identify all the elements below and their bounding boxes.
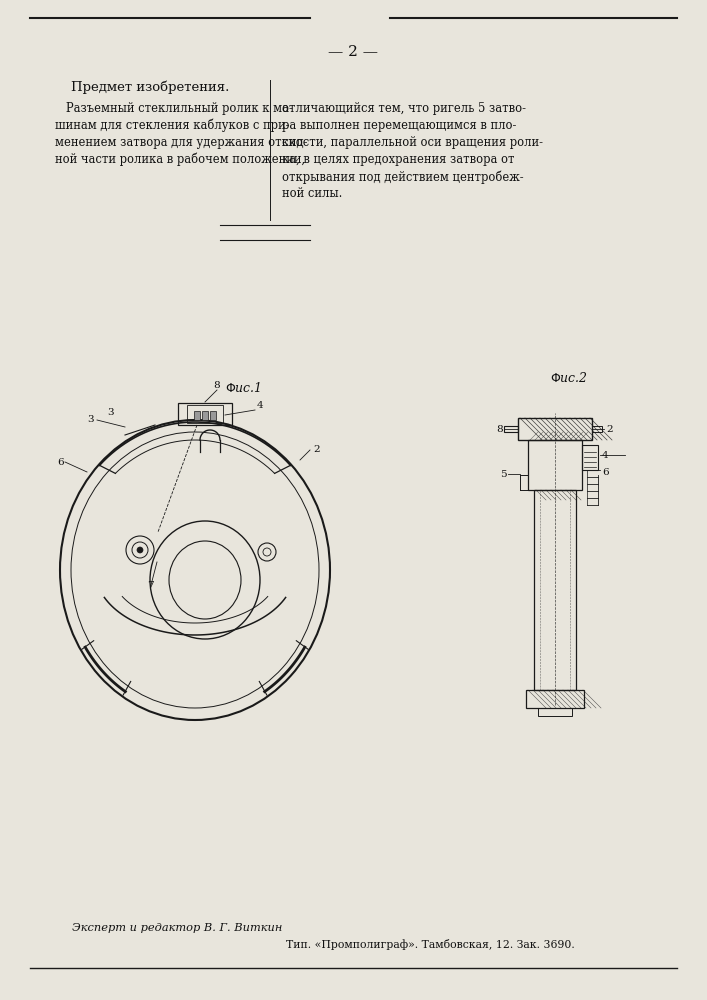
Text: 3: 3 — [107, 408, 114, 417]
Text: 6: 6 — [57, 458, 64, 467]
Text: Тип. «Промполиграф». Тамбовская, 12. Зак. 3690.: Тип. «Промполиграф». Тамбовская, 12. Зак… — [286, 940, 574, 950]
Text: отличающийся тем, что ригель 5 затво-: отличающийся тем, что ригель 5 затво- — [282, 102, 526, 115]
Polygon shape — [202, 411, 208, 420]
Text: Разъемный стеклильный ролик к ма-: Разъемный стеклильный ролик к ма- — [55, 102, 293, 115]
Text: 4: 4 — [257, 401, 264, 410]
Text: Предмет изобретения.: Предмет изобретения. — [71, 80, 229, 94]
Text: 7: 7 — [147, 581, 153, 590]
Text: 2: 2 — [313, 445, 320, 454]
Text: Эксперт и редактор В. Г. Виткин: Эксперт и редактор В. Г. Виткин — [72, 923, 282, 933]
Text: $\Phi$иc.1: $\Phi$иc.1 — [225, 381, 262, 395]
Text: шинам для стекления каблуков с при-: шинам для стекления каблуков с при- — [55, 119, 289, 132]
Text: 5: 5 — [500, 470, 507, 479]
Text: ка, в целях предохранения затвора от: ка, в целях предохранения затвора от — [282, 153, 515, 166]
Ellipse shape — [137, 547, 143, 553]
Polygon shape — [194, 411, 200, 420]
Text: ной части ролика в рабочем положении,: ной части ролика в рабочем положении, — [55, 153, 305, 166]
Text: ра выполнен перемещающимся в пло-: ра выполнен перемещающимся в пло- — [282, 119, 516, 132]
Polygon shape — [210, 411, 216, 420]
Text: — 2 —: — 2 — — [328, 45, 378, 59]
Text: открывания под действием центробеж-: открывания под действием центробеж- — [282, 170, 524, 184]
Text: скости, параллельной оси вращения роли-: скости, параллельной оси вращения роли- — [282, 136, 543, 149]
Text: 8: 8 — [213, 381, 220, 390]
Text: 8: 8 — [496, 425, 503, 434]
Text: 3: 3 — [87, 415, 93, 424]
Text: менением затвора для удержания откид-: менением затвора для удержания откид- — [55, 136, 308, 149]
Text: $\Phi$иc.2: $\Phi$иc.2 — [550, 371, 588, 385]
Text: ной силы.: ной силы. — [282, 187, 342, 200]
Text: 6: 6 — [602, 468, 609, 477]
Text: 4: 4 — [602, 451, 609, 460]
Text: 2: 2 — [606, 425, 613, 434]
